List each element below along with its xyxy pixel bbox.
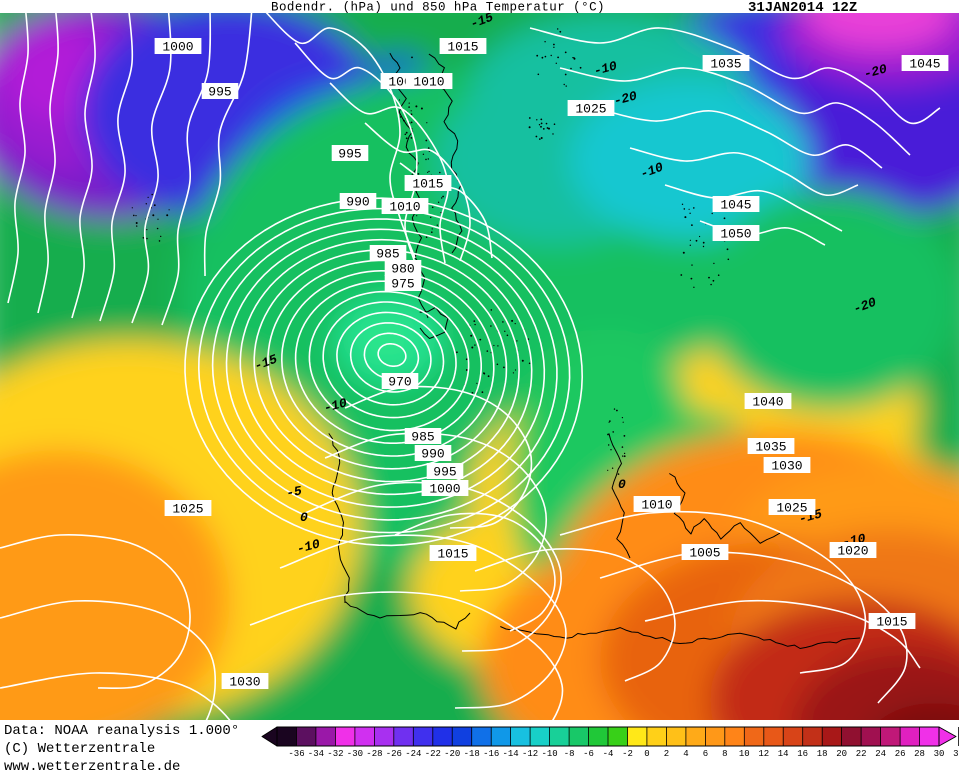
svg-text:22: 22	[856, 749, 867, 759]
svg-text:-36: -36	[288, 749, 304, 759]
svg-text:-16: -16	[483, 749, 499, 759]
svg-text:6: 6	[703, 749, 708, 759]
svg-text:-24: -24	[405, 749, 421, 759]
svg-text:10: 10	[739, 749, 750, 759]
svg-text:0: 0	[300, 510, 308, 525]
svg-text:-34: -34	[308, 749, 324, 759]
svg-text:-30: -30	[347, 749, 363, 759]
svg-text:16: 16	[797, 749, 808, 759]
svg-text:-26: -26	[386, 749, 402, 759]
svg-text:-2: -2	[622, 749, 633, 759]
svg-text:1005: 1005	[689, 545, 720, 560]
svg-text:Data: NOAA reanalysis 1.000°: Data: NOAA reanalysis 1.000°	[4, 723, 239, 739]
svg-text:-28: -28	[366, 749, 382, 759]
svg-text:1025: 1025	[575, 101, 606, 116]
svg-text:990: 990	[346, 194, 369, 209]
svg-text:28: 28	[914, 749, 925, 759]
svg-text:0: 0	[618, 477, 626, 492]
svg-text:1030: 1030	[229, 674, 260, 689]
svg-text:985: 985	[376, 246, 399, 261]
svg-text:30: 30	[934, 749, 945, 759]
svg-text:970: 970	[388, 374, 411, 389]
svg-text:20: 20	[836, 749, 847, 759]
svg-text:995: 995	[208, 84, 231, 99]
svg-text:-20: -20	[444, 749, 460, 759]
svg-text:18: 18	[817, 749, 828, 759]
svg-text:26: 26	[895, 749, 906, 759]
svg-text:-32: -32	[327, 749, 343, 759]
svg-text:-5: -5	[285, 483, 303, 501]
svg-text:1040: 1040	[752, 394, 783, 409]
svg-text:32: 32	[953, 749, 959, 759]
svg-text:-8: -8	[564, 749, 575, 759]
svg-text:980: 980	[391, 261, 414, 276]
svg-text:31JAN2014 12Z: 31JAN2014 12Z	[748, 0, 857, 16]
svg-text:-4: -4	[603, 749, 614, 759]
svg-text:1020: 1020	[837, 543, 868, 558]
svg-text:-6: -6	[583, 749, 594, 759]
svg-text:(C) Wetterzentrale: (C) Wetterzentrale	[4, 741, 155, 757]
svg-text:8: 8	[722, 749, 727, 759]
svg-text:1000: 1000	[162, 39, 193, 54]
svg-text:-14: -14	[502, 749, 518, 759]
svg-text:1010: 1010	[641, 497, 672, 512]
svg-text:975: 975	[391, 276, 414, 291]
svg-text:1010: 1010	[389, 199, 420, 214]
svg-text:1035: 1035	[755, 439, 786, 454]
svg-text:1050: 1050	[720, 226, 751, 241]
svg-text:1015: 1015	[447, 39, 478, 54]
svg-text:-10: -10	[541, 749, 557, 759]
svg-text:995: 995	[433, 464, 456, 479]
svg-text:1025: 1025	[172, 501, 203, 516]
svg-text:-22: -22	[425, 749, 441, 759]
svg-text:1045: 1045	[720, 197, 751, 212]
svg-text:12: 12	[758, 749, 769, 759]
svg-text:4: 4	[683, 749, 688, 759]
svg-text:-12: -12	[522, 749, 538, 759]
svg-text:1030: 1030	[771, 458, 802, 473]
svg-text:995: 995	[338, 146, 361, 161]
svg-text:Bodendr. (hPa) und 850 hPa Tem: Bodendr. (hPa) und 850 hPa Temperatur (°…	[271, 1, 605, 15]
svg-text:1010: 1010	[413, 74, 444, 89]
svg-text:1015: 1015	[437, 546, 468, 561]
svg-text:1035: 1035	[710, 56, 741, 71]
svg-text:14: 14	[778, 749, 789, 759]
svg-text:1000: 1000	[429, 481, 460, 496]
svg-text:1015: 1015	[876, 614, 907, 629]
svg-text:1025: 1025	[776, 500, 807, 515]
svg-text:1045: 1045	[909, 56, 940, 71]
svg-text:1015: 1015	[412, 176, 443, 191]
svg-text:2: 2	[664, 749, 669, 759]
svg-text:24: 24	[875, 749, 886, 759]
svg-text:990: 990	[421, 446, 444, 461]
svg-text:985: 985	[411, 429, 434, 444]
svg-text:0: 0	[644, 749, 649, 759]
svg-text:www.wetterzentrale.de: www.wetterzentrale.de	[4, 759, 180, 770]
svg-text:-18: -18	[464, 749, 480, 759]
